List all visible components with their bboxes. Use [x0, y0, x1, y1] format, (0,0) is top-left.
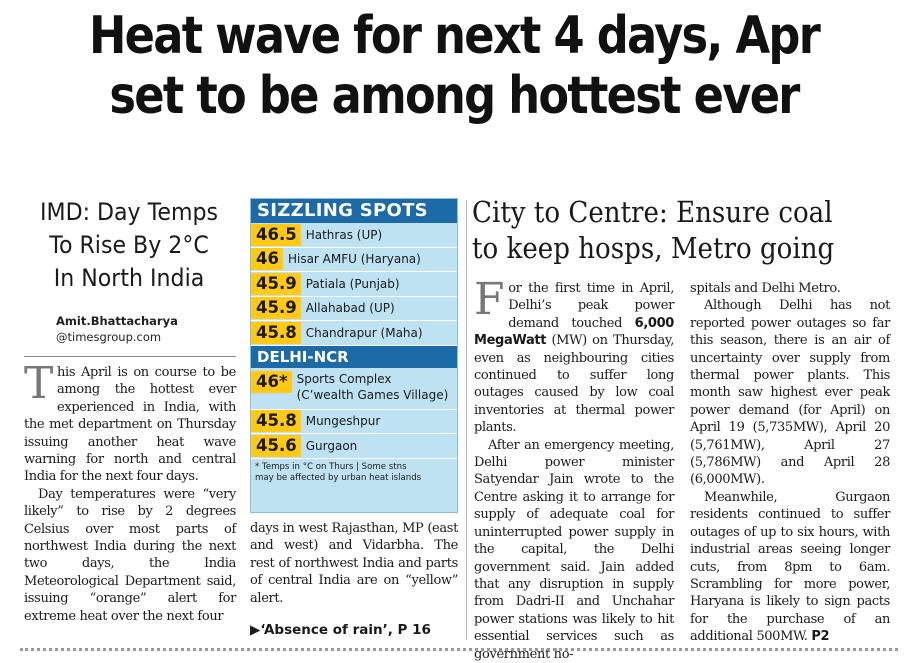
spot-row: 46 Hisar AMFU (Haryana)	[251, 248, 457, 272]
byline-email: @timesgroup.com	[56, 330, 162, 344]
spot-row: 46.5 Hathras (UP)	[251, 223, 457, 248]
left-subhead-line-1: IMD: Day Temps	[40, 198, 218, 226]
right-para-3: spitals and Delhi Metro.	[690, 281, 841, 296]
left-para-2: Day temperatures were “very likely” to r…	[24, 486, 236, 624]
sizzling-spots-title: SIZZLING SPOTS	[251, 199, 457, 223]
right-para-4: Although Delhi has not reported power ou…	[690, 298, 890, 488]
spot-row: 45.8 Chandrapur (Maha)	[251, 321, 457, 346]
crossref-absence-of-rain[interactable]: ▶‘Absence of rain’, P 16	[250, 622, 431, 638]
dropcap-t: T	[24, 358, 53, 409]
spot-row: 45.6 Gurgaon	[251, 434, 457, 459]
right-subhead: City to Centre: Ensure coal to keep hosp…	[472, 195, 835, 265]
spot-row: 45.8 Mungeshpur	[251, 410, 457, 434]
right-column-2: spitals and Delhi Metro. Although Delhi …	[690, 280, 890, 646]
box-footnote: * Temps in °C on Thurs | Some stns may b…	[255, 461, 422, 483]
sizzling-spots-box: SIZZLING SPOTS 46.5 Hathras (UP) 46 Hisar …	[250, 198, 458, 513]
byline-rule	[24, 356, 236, 357]
column-divider	[466, 200, 467, 640]
right-para-2: After an emergency meeting, Delhi power …	[474, 437, 674, 662]
headline-line-2: set to be among hottest ever	[109, 66, 800, 126]
left-para-3: days in west Rajasthan, MP (east and wes…	[250, 521, 458, 606]
byline: Amit.Bhattacharya @timesgroup.com	[56, 313, 216, 345]
delhi-ncr-title: DELHI-NCR	[251, 345, 457, 368]
main-headline: Heat wave for next 4 days, Apr set to be…	[72, 6, 836, 126]
spot-row: 45.9 Allahabad (UP)	[251, 297, 457, 321]
byline-name: Amit.Bhattacharya	[56, 314, 178, 328]
spot-row: 46* Sports Complex (C’wealth Games Villag…	[251, 368, 457, 410]
bottom-dotted-rule	[20, 648, 898, 652]
left-column-continued: days in west Rajasthan, MP (east and wes…	[250, 520, 458, 607]
spot-row: 45.9 Patiala (Punjab)	[251, 272, 457, 297]
headline-line-1: Heat wave for next 4 days, Apr	[88, 6, 821, 66]
right-para-5: Meanwhile, Gurgaon residents continued t…	[690, 489, 890, 645]
left-subhead: IMD: Day Temps To Rise By 2°C In North I…	[32, 196, 225, 295]
page-ref-p2[interactable]: P2	[811, 629, 830, 645]
dropcap-f: F	[474, 274, 505, 325]
left-subhead-line-3: In North India	[53, 264, 205, 292]
left-subhead-line-2: To Rise By 2°C	[49, 231, 209, 259]
